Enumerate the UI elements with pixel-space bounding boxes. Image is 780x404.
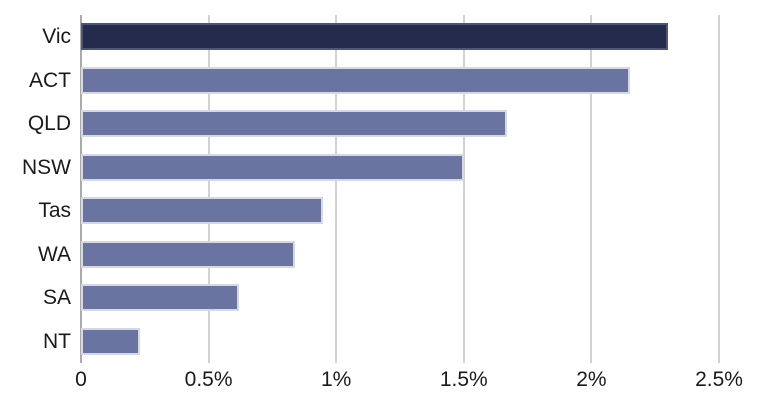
- bar-wa: [81, 240, 296, 268]
- category-label-nsw: NSW: [22, 155, 71, 179]
- x-tick-label: 2.5%: [695, 368, 743, 391]
- value-axis: 0 0.5% 1% 1.5% 2% 2.5%: [75, 366, 743, 398]
- bar-vic: [81, 23, 668, 51]
- x-tick-label: 2%: [576, 368, 607, 391]
- category-label-nt: NT: [43, 329, 71, 353]
- category-label-act: ACT: [29, 68, 71, 92]
- x-tick-label: 1%: [321, 368, 352, 391]
- y-axis-line: [80, 15, 82, 363]
- category-label-wa: WA: [37, 242, 71, 266]
- category-label-qld: QLD: [27, 112, 71, 135]
- bar-sa: [81, 284, 240, 312]
- category-label-vic: Vic: [42, 25, 71, 48]
- category-label-tas: Tas: [38, 199, 71, 222]
- gridline: [462, 15, 465, 363]
- bar-qld: [81, 110, 508, 138]
- category-label-sa: SA: [42, 286, 71, 309]
- gridline: [335, 15, 338, 363]
- bar-nsw: [81, 153, 464, 181]
- x-tick-label: 0.5%: [184, 368, 233, 391]
- plot-area: [80, 15, 720, 363]
- x-tick-label: 1.5%: [439, 368, 488, 391]
- bar-tas: [81, 197, 324, 225]
- bar-act: [81, 66, 630, 94]
- gridline: [718, 15, 720, 363]
- bar-nt: [81, 327, 140, 355]
- gridline: [590, 15, 593, 363]
- category-axis: Vic ACT QLD NSW Tas WA SA NT: [0, 15, 71, 363]
- x-tick-label: 0: [75, 368, 87, 391]
- gridline: [207, 15, 210, 363]
